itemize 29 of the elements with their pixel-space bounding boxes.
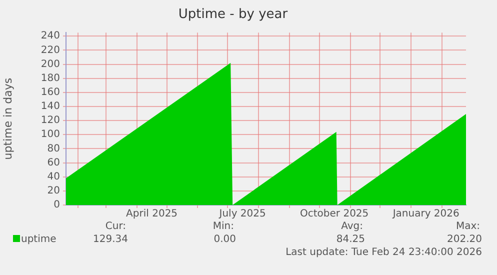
legend-label: uptime <box>20 234 56 245</box>
text: Cur: <box>105 221 126 232</box>
y-tick-label: 200 <box>40 58 60 70</box>
y-tick-label: 240 <box>40 30 60 42</box>
y-tick-label: 120 <box>40 115 60 126</box>
chart-title: Uptime - by year <box>178 7 288 22</box>
text: 84.25 <box>336 234 365 245</box>
text: Last update: Tue Feb 24 23:40:00 2026 <box>286 247 482 258</box>
y-tick-label: 180 <box>40 72 60 84</box>
y-tick-label: 60 <box>47 157 60 168</box>
y-tick-label: 80 <box>47 143 60 154</box>
y-tick-label: 40 <box>47 171 60 182</box>
y-tick-label: 160 <box>40 87 60 98</box>
text: Avg: <box>341 221 363 232</box>
y-axis-title: uptime in days <box>1 78 14 160</box>
y-tick-label: 0 <box>54 200 60 211</box>
y-tick-label: 100 <box>40 129 60 140</box>
text: Max: <box>456 221 480 232</box>
text: Min: <box>212 221 234 232</box>
text: 129.34 <box>93 234 128 245</box>
x-tick-label: July 2025 <box>218 208 266 220</box>
text: 0.00 <box>214 234 236 245</box>
y-tick-label: 140 <box>40 101 60 112</box>
text: 202.20 <box>447 234 482 245</box>
y-tick-label: 20 <box>47 186 60 197</box>
x-tick-label: April 2025 <box>126 208 178 220</box>
x-tick-label: October 2025 <box>300 208 369 220</box>
x-tick-label: January 2026 <box>392 208 460 220</box>
y-tick-label: 220 <box>40 44 60 56</box>
